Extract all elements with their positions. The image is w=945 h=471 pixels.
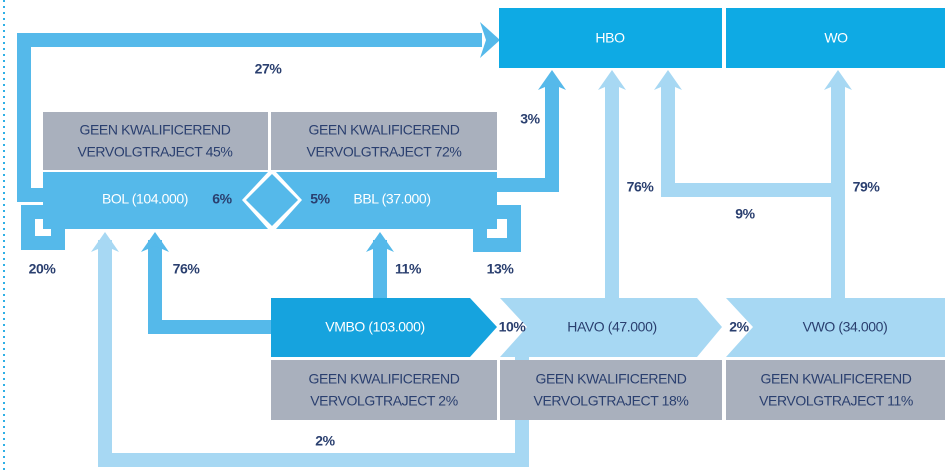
flow-arrow — [473, 205, 521, 252]
flow-label: 9% — [735, 206, 755, 222]
node-box — [271, 298, 497, 357]
exit-label: GEEN KWALIFICEREND — [80, 122, 231, 138]
exit-label: GEEN KWALIFICEREND — [309, 371, 460, 387]
flow-label: 3% — [520, 111, 540, 127]
flow-label: 76% — [627, 179, 655, 195]
flow-arrow — [661, 80, 838, 197]
flow-arrow — [148, 240, 271, 334]
node-label: WO — [824, 30, 848, 46]
exit-box — [271, 360, 497, 420]
arrowhead — [538, 70, 566, 90]
node-box — [43, 172, 268, 229]
node-box — [726, 8, 945, 68]
node-label: HAVO (47.000) — [567, 319, 656, 335]
exit-box — [500, 360, 722, 420]
diamond — [246, 174, 298, 226]
exit-label: VERVOLGTRAJECT 2% — [310, 393, 458, 409]
flow-label: 5% — [310, 191, 330, 207]
node-label: VWO (34.000) — [803, 319, 888, 335]
flow-arrow — [21, 205, 65, 250]
flow-label: 27% — [255, 61, 283, 77]
flow-label: 10% — [499, 319, 527, 335]
flow-arrow — [17, 33, 482, 202]
node-label: BBL (37.000) — [353, 191, 430, 207]
flow-label: 2% — [315, 433, 335, 449]
flow-label: 11% — [395, 261, 422, 277]
node-label: BOL (104.000) — [102, 191, 188, 207]
arrowhead — [91, 232, 119, 252]
arrowhead — [366, 232, 394, 252]
exit-label: VERVOLGTRAJECT 18% — [534, 393, 689, 409]
node-label: VMBO (103.000) — [325, 319, 424, 335]
node-box — [499, 8, 722, 68]
exit-label: GEEN KWALIFICEREND — [761, 371, 912, 387]
flows — [17, 22, 852, 467]
node-box — [276, 172, 497, 229]
arrowhead — [480, 22, 500, 58]
exit-label: VERVOLGTRAJECT 11% — [759, 393, 913, 409]
flow-label: 6% — [212, 191, 232, 207]
exit-box — [271, 112, 497, 170]
flow-label: 2% — [729, 319, 749, 335]
exit-label: GEEN KWALIFICEREND — [536, 371, 687, 387]
node-box — [726, 298, 945, 357]
node-label: HBO — [595, 30, 625, 46]
arrowhead — [824, 70, 852, 90]
arrowhead — [141, 232, 169, 252]
exit-label: VERVOLGTRAJECT 45% — [78, 144, 233, 160]
arrowhead — [598, 70, 626, 90]
exit-box — [726, 360, 945, 420]
exit-label: VERVOLGTRAJECT 72% — [307, 144, 462, 160]
flow-label: 79% — [853, 179, 881, 195]
flow-arrow — [497, 80, 559, 192]
flow-label: 76% — [173, 261, 201, 277]
exit-label: GEEN KWALIFICEREND — [309, 122, 460, 138]
arrowhead — [654, 70, 682, 90]
exit-box — [43, 112, 268, 170]
flow-label: 13% — [487, 261, 515, 277]
flow-label: 20% — [29, 261, 57, 277]
node-box — [500, 298, 722, 357]
